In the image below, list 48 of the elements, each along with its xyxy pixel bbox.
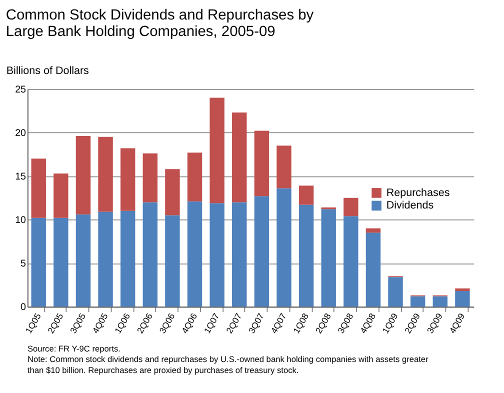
bar <box>344 216 358 307</box>
bar <box>410 296 426 307</box>
y-axis-title: Billions of Dollars <box>6 64 89 77</box>
bar <box>165 169 180 216</box>
bar <box>455 288 470 292</box>
bar <box>165 215 180 307</box>
bar <box>76 214 91 307</box>
bar <box>276 146 292 188</box>
bar <box>232 112 247 202</box>
bar <box>366 232 381 307</box>
bar <box>98 136 113 212</box>
bar <box>98 212 113 307</box>
bar <box>187 152 202 202</box>
bar <box>210 98 224 204</box>
bar <box>142 153 158 202</box>
bar <box>432 296 448 307</box>
bar <box>455 291 470 307</box>
y-tick-label: 5 <box>20 258 27 270</box>
bar <box>54 173 68 218</box>
bar <box>366 228 381 233</box>
bar <box>254 196 270 307</box>
bar <box>31 158 46 218</box>
legend-label: Dividends <box>386 200 434 212</box>
y-tick-label: 15 <box>15 172 27 183</box>
bar <box>31 218 46 307</box>
source-note: Source: FR Y-9C reports. <box>27 343 120 354</box>
bar <box>142 202 158 307</box>
y-tick-label: 10 <box>15 215 27 226</box>
bar <box>388 277 403 307</box>
y-tick-label: 25 <box>15 84 27 96</box>
text: Note: Common stock dividends and repurchases by U.S.-owned bank holding companies with assets greater than $10 billion. Repurchases are proxied by purchases of treasury stock. <box>27 354 429 375</box>
bar <box>76 136 91 214</box>
bar <box>321 209 336 307</box>
bar <box>54 218 68 307</box>
bar <box>120 148 136 211</box>
bar <box>298 204 314 307</box>
legend-label: Repurchases <box>386 186 450 199</box>
bar <box>298 186 314 205</box>
bar <box>232 202 247 307</box>
bar <box>344 198 358 216</box>
y-tick-label: 0 <box>20 302 27 314</box>
bar <box>210 203 224 307</box>
y-tick-label: 20 <box>15 128 27 139</box>
bar <box>120 210 136 307</box>
chart-title: Common Stock Dividends and Repurchases by Large Bank Holding Companies, 2005-09 <box>6 7 314 40</box>
bar <box>187 201 202 307</box>
bar <box>276 188 292 307</box>
bar <box>254 130 270 196</box>
